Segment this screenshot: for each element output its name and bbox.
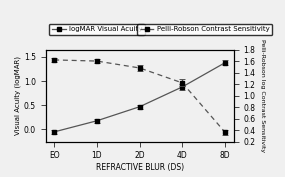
- X-axis label: REFRACTIVE BLUR (DS): REFRACTIVE BLUR (DS): [95, 163, 184, 172]
- Y-axis label: Visual Acuity (logMAR): Visual Acuity (logMAR): [15, 56, 21, 135]
- Legend: Pelli-Robson Contrast Sensitivity: Pelli-Robson Contrast Sensitivity: [137, 24, 272, 35]
- Y-axis label: Pelli-Robson log Contrast Sensitivity: Pelli-Robson log Contrast Sensitivity: [260, 39, 265, 152]
